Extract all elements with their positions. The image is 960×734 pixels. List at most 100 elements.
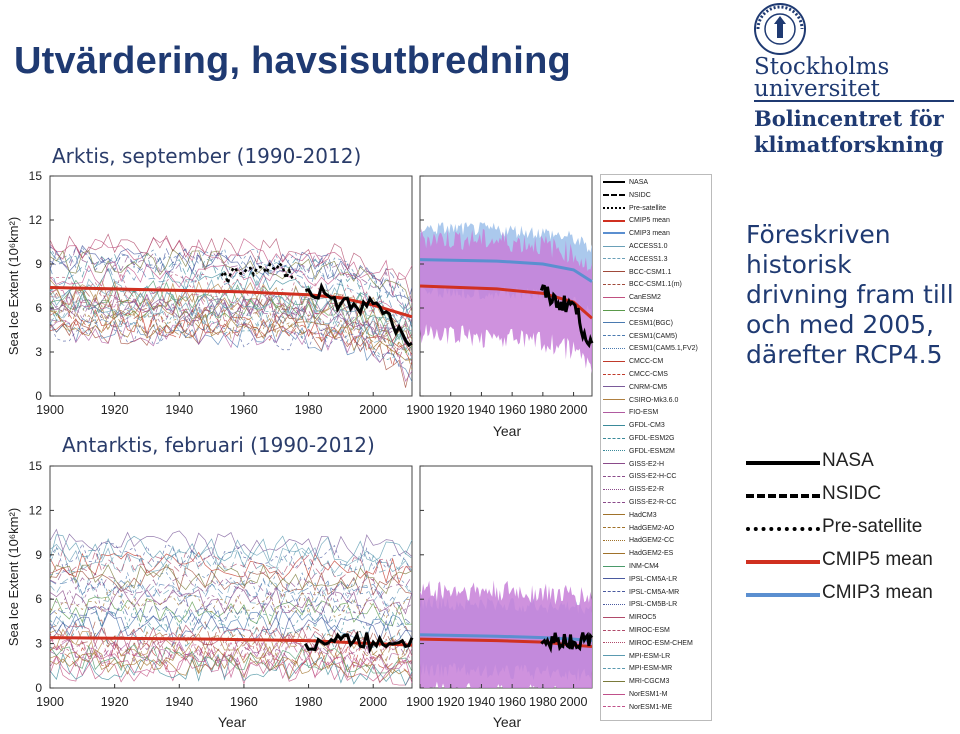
legend-swatch (603, 322, 625, 324)
model-line (49, 588, 413, 620)
big-legend-swatch (746, 560, 820, 564)
legend-label: IPSL-CM5A-LR (629, 575, 678, 583)
x-tick-label: 2000 (359, 695, 387, 709)
y-tick-label: 3 (35, 637, 42, 651)
legend-label: ACCESS1.3 (629, 255, 668, 263)
legend-swatch (603, 348, 625, 350)
legend-swatch (603, 629, 625, 631)
legend-item: GFDL-ESM2G (603, 435, 675, 447)
legend-item: GFDL-ESM2M (603, 448, 675, 460)
y-tick-label: 0 (35, 389, 42, 403)
page-title: Utvärdering, havsisutbredning (14, 40, 571, 82)
legend-label: GFDL-CM3 (629, 422, 665, 430)
legend-swatch (603, 193, 625, 196)
legend-swatch (603, 680, 625, 682)
model-line (49, 642, 413, 674)
x-tick-label: 1960 (498, 403, 526, 417)
legend-item: CESM1(CAM5.1,FV2) (603, 345, 698, 357)
big-legend-item: NSIDC (746, 483, 946, 507)
legend-label: HadCM3 (629, 511, 657, 519)
legend-item: CSIRO-Mk3.6.0 (603, 397, 678, 409)
centre-name-line2: klimatforskning (754, 132, 944, 157)
logo-divider (754, 100, 954, 102)
model-line (49, 278, 413, 340)
legend-swatch (603, 206, 625, 209)
legend-item: MIROC-ESM (603, 627, 670, 639)
model-line (49, 563, 413, 595)
y-axis-label: Sea Ice Extent (10⁶km²) (6, 217, 21, 355)
legend-label: IPSL-CM5A-MR (629, 588, 680, 596)
x-tick-label: 1920 (101, 403, 129, 417)
legend-swatch (603, 527, 625, 529)
university-name-line1: Stockholms (754, 54, 890, 80)
legend-swatch (603, 476, 625, 478)
legend-label: CCSM4 (629, 307, 654, 314)
legend-swatch (603, 552, 625, 554)
legend-item: CESM1(CAM5) (603, 333, 677, 345)
legend-item: GISS-E2-R (603, 486, 664, 498)
big-legend-item: NASA (746, 450, 946, 474)
legend-swatch (603, 706, 625, 708)
model-line (49, 237, 413, 296)
legend-swatch (603, 373, 625, 375)
legend-label: MRI-CGCM3 (629, 678, 670, 686)
model-line (49, 606, 413, 639)
big-legend-label: CMIP5 mean (822, 549, 933, 570)
legend-swatch (603, 309, 625, 311)
legend-item: MPI-ESM-MR (603, 665, 672, 677)
legend-label: GFDL-ESM2M (629, 447, 675, 455)
x-tick-label: 2000 (560, 403, 588, 417)
cmip5-band (420, 580, 592, 688)
model-line (49, 271, 413, 331)
y-tick-label: 15 (29, 169, 43, 183)
model-line (49, 548, 413, 582)
legend-swatch (603, 245, 625, 247)
x-axis-label: Year (493, 714, 522, 730)
series-nasa (540, 631, 594, 654)
legend-item: MIROC5 (603, 614, 656, 626)
legend-swatch (603, 514, 625, 516)
model-line (49, 547, 413, 580)
x-tick-label: 1960 (230, 403, 258, 417)
x-tick-label: 1960 (498, 695, 526, 709)
legend-label: MPI-ESM-MR (629, 665, 673, 673)
legend-label: Pre-satellite (629, 204, 666, 212)
model-line (49, 624, 413, 657)
legend-label: ACCESS1.0 (629, 243, 668, 250)
legend-label: CESM1(CAM5) (629, 332, 678, 340)
model-line (49, 586, 413, 615)
legend-item: MRI-CGCM3 (603, 678, 669, 690)
legend-label: MIROC-ESM (629, 627, 670, 634)
legend-swatch (603, 181, 625, 184)
model-line (49, 649, 413, 684)
y-axis-label: Sea Ice Extent (10⁶km²) (6, 508, 21, 646)
model-line (49, 249, 413, 313)
series-pre-satellite (220, 261, 294, 288)
legend-label: GFDL-ESM2G (629, 435, 675, 442)
x-tick-label: 1940 (165, 403, 193, 417)
legend-swatch (603, 232, 625, 235)
x-tick-label: 1980 (295, 695, 323, 709)
y-tick-label: 12 (29, 213, 43, 227)
legend-swatch (603, 488, 625, 490)
university-name-line2: universitet (754, 76, 880, 102)
legend-swatch (603, 437, 625, 439)
legend-label: GISS-E2-R-CC (629, 499, 677, 506)
legend-label: CMCC-CMS (629, 371, 668, 378)
seal-icon (754, 3, 806, 55)
model-line (49, 611, 413, 643)
legend-label: NASA (629, 179, 649, 186)
legend-item: IPSL-CM5A-MR (603, 589, 679, 601)
legend-label: CMCC-CM (629, 358, 664, 366)
model-line (49, 304, 413, 353)
model-line (49, 566, 413, 596)
legend-swatch (603, 450, 625, 452)
model-line (49, 296, 413, 351)
y-tick-label: 9 (35, 257, 42, 271)
legend-swatch (603, 604, 625, 606)
big-legend-swatch (746, 527, 820, 531)
legend-label: FIO-ESM (629, 409, 659, 417)
x-tick-label: 1940 (468, 403, 496, 417)
big-legend-item: CMIP5 mean (746, 549, 946, 573)
university-name: Stockholms universitet (754, 54, 890, 102)
